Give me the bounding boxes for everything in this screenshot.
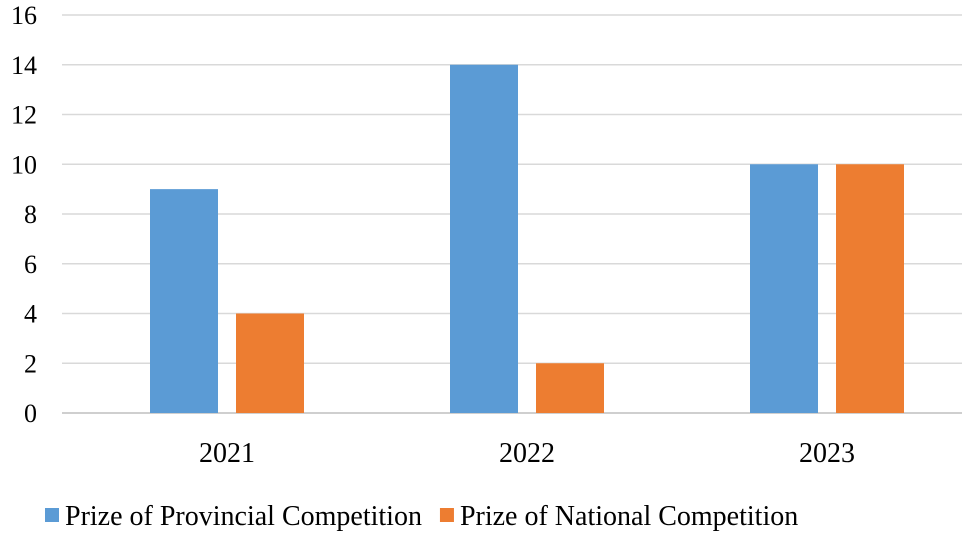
y-tick-label: 10	[11, 150, 37, 179]
y-tick-label: 16	[11, 1, 37, 30]
legend-swatch	[45, 508, 59, 522]
x-tick-label: 2022	[499, 438, 555, 469]
bar-national-2022	[536, 363, 604, 413]
bar-provincial-2021	[150, 189, 218, 413]
y-tick-label: 8	[24, 200, 37, 229]
bar-national-2023	[836, 164, 904, 413]
y-tick-label: 2	[24, 349, 37, 378]
x-tick-label: 2021	[199, 438, 255, 469]
legend-swatch	[439, 508, 454, 522]
x-tick-label: 2023	[799, 438, 855, 469]
legend-label: Prize of National Competition	[460, 501, 798, 532]
bar-provincial-2023	[750, 164, 818, 413]
bar-national-2021	[236, 313, 304, 413]
y-tick-label: 4	[24, 300, 37, 329]
y-tick-label: 14	[11, 51, 37, 80]
y-tick-label: 6	[24, 250, 37, 279]
y-axis-ticks: 0 2 4 6 8 10 12 14 16	[11, 1, 37, 428]
legend: Prize of Provincial Competition Prize of …	[45, 501, 798, 532]
bars	[150, 64, 904, 413]
x-axis-ticks: 2021 2022 2023	[199, 438, 855, 469]
bar-provincial-2022	[450, 64, 518, 413]
y-tick-label: 0	[24, 399, 37, 428]
y-tick-label: 12	[11, 101, 37, 130]
legend-label: Prize of Provincial Competition	[65, 501, 422, 532]
